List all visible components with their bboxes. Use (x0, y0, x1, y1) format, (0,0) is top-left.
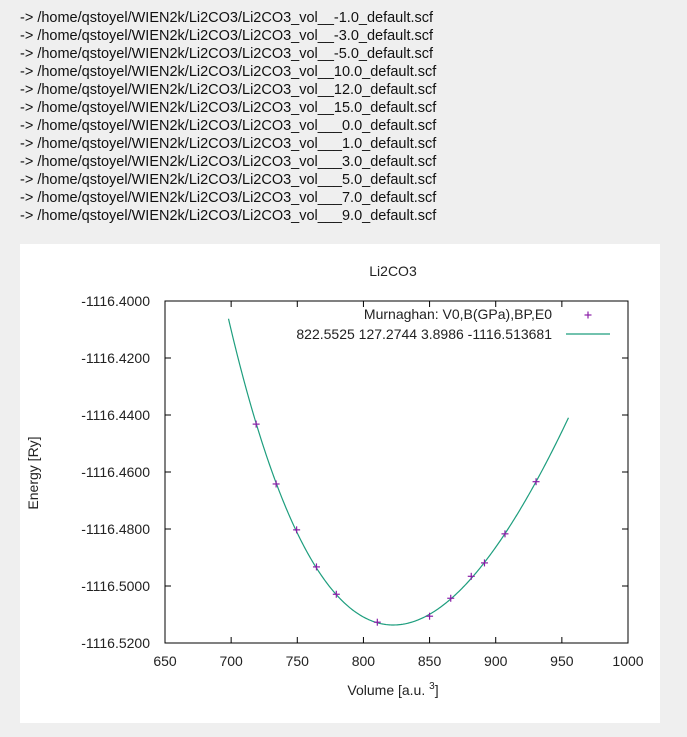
legend-point-marker (584, 311, 592, 319)
chart-title: Li2CO3 (369, 263, 417, 279)
x-axis-ticks: 650 700 750 800 850 900 950 1000 (153, 301, 644, 669)
fit-curve (227, 318, 570, 626)
scf-file-line: -> /home/qstoyel/WIEN2k/Li2CO3/Li2CO3_vo… (20, 154, 437, 170)
data-point (426, 612, 434, 620)
y-tick-label: -1116.4000 (81, 293, 150, 309)
y-tick-label: -1116.4800 (81, 521, 150, 537)
data-point (480, 559, 488, 567)
scf-file-line: -> /home/qstoyel/WIEN2k/Li2CO3/Li2CO3_vo… (20, 190, 437, 206)
x-tick-label: 800 (352, 653, 376, 669)
data-point (312, 563, 320, 571)
scf-file-line: -> /home/qstoyel/WIEN2k/Li2CO3/Li2CO3_vo… (20, 136, 437, 152)
legend-label-points: Murnaghan: V0,B(GPa),BP,E0 (364, 306, 552, 322)
data-point (332, 590, 340, 598)
y-tick-label: -1116.4400 (81, 407, 150, 423)
x-tick-label: 650 (153, 653, 177, 669)
data-point (373, 618, 381, 626)
y-tick-label: -1116.5000 (81, 578, 150, 594)
scf-file-line: -> /home/qstoyel/WIEN2k/Li2CO3/Li2CO3_vo… (20, 118, 437, 134)
x-tick-label: 900 (484, 653, 508, 669)
x-tick-label: 700 (219, 653, 243, 669)
y-tick-label: -1116.4200 (81, 350, 150, 366)
plot-frame (164, 300, 629, 644)
scf-file-line: -> /home/qstoyel/WIEN2k/Li2CO3/Li2CO3_vo… (20, 64, 437, 80)
y-tick-label: -1116.4600 (81, 464, 150, 480)
plot-panel: Li2CO3 -1116.5200 -1116.5000 -1116.4800 -11… (20, 244, 660, 723)
scf-file-line: -> /home/qstoyel/WIEN2k/Li2CO3/Li2CO3_vo… (20, 10, 434, 26)
energy-volume-chart: Li2CO3 -1116.5200-1116.5000-1116.4800-11… (25, 263, 644, 698)
y-axis-label: Energy [Ry] (25, 436, 41, 509)
x-tick-label: 750 (286, 653, 310, 669)
data-point (532, 478, 540, 486)
legend-label-fit: 822.5525 127.2744 3.8986 -1116.513681 (296, 326, 552, 342)
data-points-group (252, 420, 540, 626)
x-tick-label: 850 (418, 653, 442, 669)
data-point (293, 526, 301, 534)
x-tick-label: 950 (550, 653, 574, 669)
legend-marker-points (584, 311, 592, 319)
scf-file-line: -> /home/qstoyel/WIEN2k/Li2CO3/Li2CO3_vo… (20, 28, 434, 44)
data-point (272, 480, 280, 488)
data-point (467, 572, 475, 580)
scf-file-line: -> /home/qstoyel/WIEN2k/Li2CO3/Li2CO3_vo… (20, 46, 434, 62)
scf-file-line: -> /home/qstoyel/WIEN2k/Li2CO3/Li2CO3_vo… (20, 100, 437, 116)
scf-file-line: -> /home/qstoyel/WIEN2k/Li2CO3/Li2CO3_vo… (20, 172, 437, 188)
legend: Murnaghan: V0,B(GPa),BP,E0 822.5525 127.… (296, 306, 610, 342)
data-point (252, 420, 260, 428)
x-tick-label: 1000 (612, 653, 643, 669)
scf-file-line: -> /home/qstoyel/WIEN2k/Li2CO3/Li2CO3_vo… (20, 208, 437, 224)
scf-file-list: -> /home/qstoyel/WIEN2k/Li2CO3/Li2CO3_vo… (20, 9, 436, 225)
data-point (447, 594, 455, 602)
y-axis-ticks: -1116.5200 -1116.5000 -1116.4800 -1116.4600… (81, 293, 628, 651)
x-axis-label: Volume [a.u. 3] (347, 681, 438, 698)
y-tick-label: -1116.5200 (81, 635, 150, 651)
scf-file-line: -> /home/qstoyel/WIEN2k/Li2CO3/Li2CO3_vo… (20, 82, 437, 98)
data-point (501, 530, 509, 538)
fit-curve-group (227, 318, 570, 626)
